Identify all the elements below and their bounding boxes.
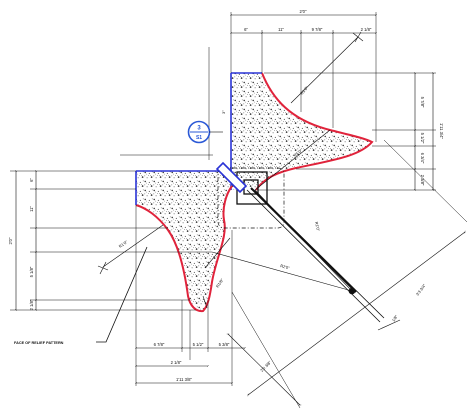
diag-lower-dim: 2'0 3/8": [259, 359, 272, 372]
left-dim-3: 5 1/8": [29, 266, 34, 277]
lower-relief-shape: [135, 170, 233, 313]
left-overall-dim: 2'0": [8, 237, 13, 244]
extension-lines: [10, 12, 467, 409]
bottom-dim-3: 5 3/8": [219, 342, 230, 347]
top-dim-3: 9 7/8": [312, 27, 323, 32]
left-dim-1: 6": [29, 178, 34, 182]
right-dim-2: 5 1/2": [420, 133, 425, 144]
radius-upper-mid: R1'0": [293, 148, 304, 158]
left-dim-2: 11": [29, 206, 34, 212]
callout-label: FACE OF RELIEF PATTERN: [14, 341, 64, 345]
right-overall-dim: 1'11 3/4": [439, 123, 444, 139]
radius-mid-long: R2'0": [280, 263, 291, 270]
right-dim-3: 6 3/4": [420, 153, 425, 164]
diag-upper-dim: 3'3 3/4": [415, 283, 427, 297]
left-dim-4: 2 1/8": [29, 299, 34, 310]
diag-small-dim: 3": [221, 110, 226, 114]
top-dim-2: 11": [278, 27, 284, 32]
top-dim-4: 2 1/8": [361, 27, 372, 32]
radius-diag-long: R1'0": [314, 221, 321, 232]
dimension-text: 2'0" 6" 11" 9 7/8" 2 1/8" 1'11 3/4" 5 7/…: [8, 9, 444, 382]
right-dim-1: 5 7/8": [420, 97, 425, 108]
bottom-dim-2: 5 1/2": [193, 342, 204, 347]
bottom-overall-dim: 1'11 3/8": [176, 377, 192, 382]
bottom-dim-1: 6 7/8": [154, 342, 165, 347]
radius-upper-left: R1'0": [299, 85, 309, 96]
dimension-lines: [14, 13, 466, 406]
detail-marker-top: 3: [197, 126, 201, 132]
radius-lower-left: R1'0": [118, 239, 129, 249]
corner-connection: [215, 161, 385, 323]
bottom-sub-dim: 2 1/8": [171, 360, 182, 365]
diag-gap-dim: 1/8": [391, 314, 399, 323]
top-overall-dim: 2'0": [300, 9, 307, 14]
detail-marker[interactable]: 3 S1: [187, 120, 224, 144]
radius-small: R1/8": [215, 277, 225, 288]
top-dim-1: 6": [244, 27, 248, 32]
detail-marker-bottom: S1: [196, 135, 202, 141]
callout: FACE OF RELIEF PATTERN: [14, 246, 148, 345]
right-dim-4: 2 3/8": [420, 175, 425, 186]
